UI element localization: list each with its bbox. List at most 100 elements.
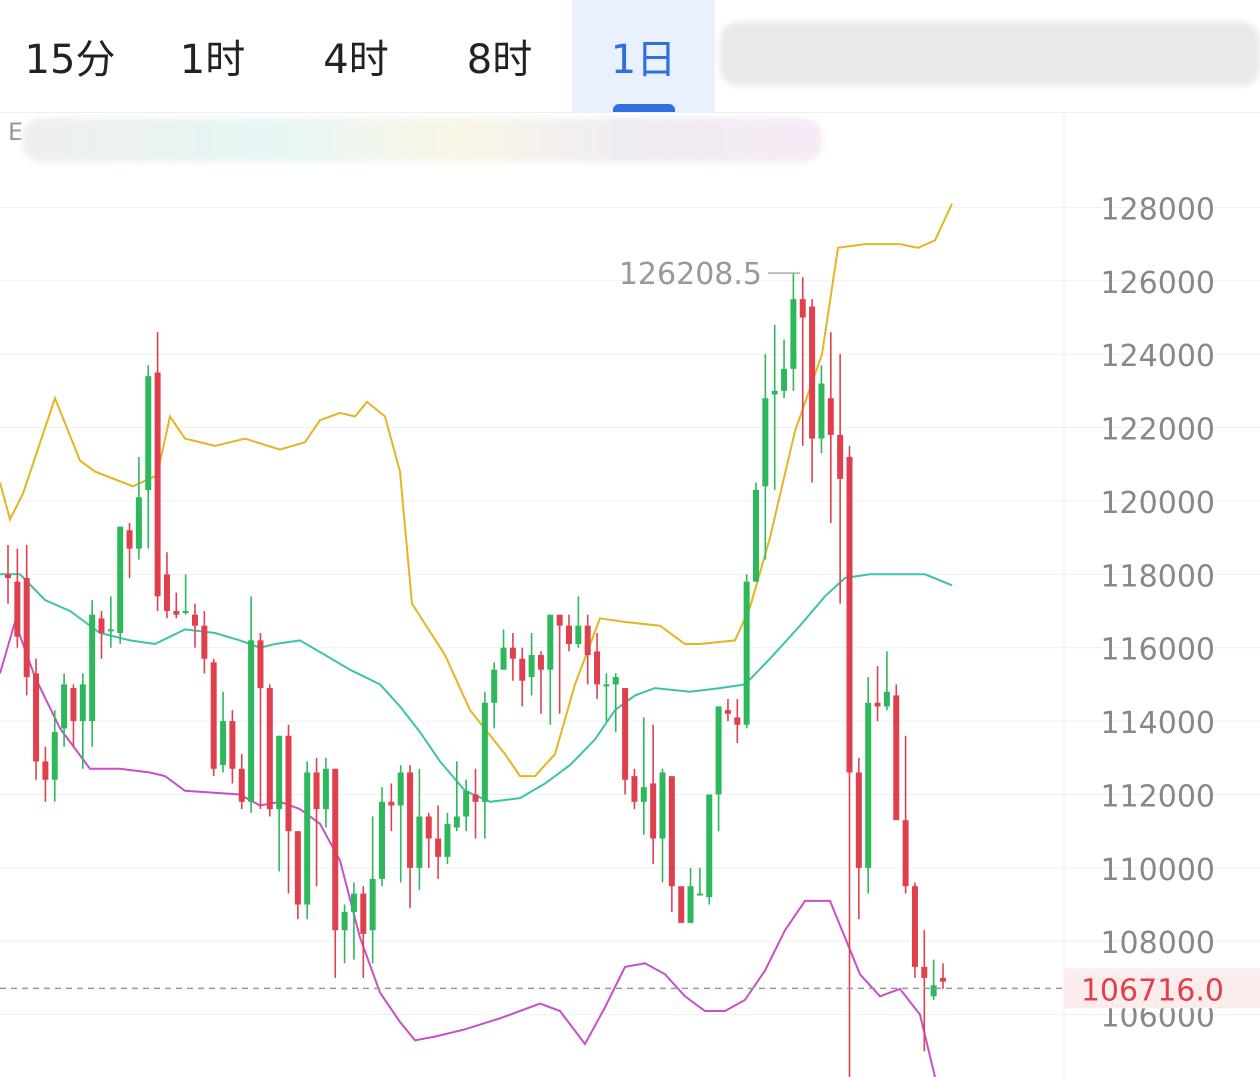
candle-body — [266, 688, 273, 810]
tab-1d[interactable]: 1日 — [572, 0, 715, 112]
tab-1h-label: 1时 — [179, 37, 246, 83]
candle-body — [631, 776, 638, 802]
tabs-divider — [0, 112, 1260, 113]
candle-body — [257, 640, 264, 689]
candle-body — [706, 794, 713, 898]
candle-body — [285, 735, 292, 832]
candle-body — [350, 893, 357, 912]
candle-body — [790, 299, 797, 369]
candle-body — [696, 893, 703, 896]
candle-body — [397, 772, 404, 806]
candle-body — [940, 977, 946, 982]
tab-15m-label: 15分 — [24, 37, 116, 83]
candle-body — [463, 790, 470, 817]
candle-body — [640, 787, 647, 802]
candle-body — [332, 768, 339, 931]
candle-body — [687, 886, 694, 923]
y-tick-label: 126000 — [1100, 266, 1215, 301]
y-tick-label: 122000 — [1100, 413, 1215, 448]
y-tick-label: 112000 — [1100, 779, 1215, 814]
candle-body — [14, 581, 21, 637]
tab-8h[interactable]: 8时 — [427, 0, 572, 112]
boll-middle-line — [0, 573, 953, 803]
candle-body — [921, 966, 928, 978]
tab-15m[interactable]: 15分 — [0, 0, 140, 112]
candle-body — [472, 794, 479, 802]
candle-body — [556, 614, 563, 626]
candle-body — [163, 574, 170, 612]
candle-body — [294, 831, 301, 905]
candle-body — [846, 456, 853, 773]
boll-upper-line — [0, 203, 953, 778]
candle-body — [70, 688, 77, 722]
tab-4h-label: 4时 — [323, 37, 389, 83]
blurred-legend-values — [22, 118, 822, 162]
candle-body — [715, 706, 722, 795]
candle-body — [182, 611, 189, 614]
candle-body — [491, 669, 498, 703]
candle-body — [678, 886, 685, 923]
candle-body — [154, 372, 161, 597]
candle-body — [135, 497, 142, 549]
candle-body — [481, 702, 488, 802]
candle-body — [425, 816, 432, 839]
candle-body — [566, 625, 572, 645]
tab-1h[interactable]: 1时 — [140, 0, 285, 112]
y-tick-label: 124000 — [1100, 339, 1215, 374]
candle-body — [107, 629, 114, 632]
y-tick-label: 108000 — [1100, 926, 1215, 961]
candle-body — [444, 823, 451, 857]
candle-body — [51, 732, 58, 780]
indicator-legend: E — [8, 118, 23, 146]
candle-body — [360, 893, 367, 934]
y-tick-label: 118000 — [1100, 559, 1215, 594]
candle-body — [117, 526, 124, 634]
candle-body — [304, 772, 311, 905]
candle-body — [874, 702, 881, 707]
y-tick-label: 120000 — [1100, 486, 1215, 521]
candles — [5, 273, 946, 1077]
candle-body — [126, 530, 133, 549]
candle-body — [192, 614, 198, 626]
candle-body — [603, 684, 610, 687]
candle-body — [201, 625, 208, 659]
candle-body — [519, 658, 526, 681]
candle-body — [61, 684, 68, 729]
candle-body — [622, 688, 629, 780]
candle-body — [781, 368, 788, 391]
candle-body — [575, 625, 582, 645]
candle-body — [594, 651, 601, 685]
candle-body — [509, 647, 516, 659]
price-axis: 128000 126000 124000 122000 120000 118000 1160… — [1100, 192, 1215, 1034]
candle-body — [537, 655, 544, 670]
candle-body — [930, 985, 937, 997]
timeframe-tabs: 15分 1时 4时 8时 1日 — [0, 0, 1260, 112]
candle-body — [79, 684, 86, 722]
candle-body — [528, 655, 535, 678]
candle-body — [809, 306, 816, 439]
candle-body — [650, 783, 657, 839]
candle-body — [668, 776, 675, 887]
candle-body — [911, 886, 918, 967]
candle-body — [547, 614, 554, 670]
boll-lower-line — [0, 618, 936, 1077]
candle-body — [388, 801, 395, 806]
blurred-tab-area — [720, 22, 1260, 86]
y-tick-label: 116000 — [1100, 633, 1215, 668]
candle-body — [173, 611, 180, 615]
candle-body — [762, 398, 769, 487]
candle-body — [238, 768, 245, 802]
tab-4h[interactable]: 4时 — [285, 0, 427, 112]
candle-body — [818, 383, 825, 439]
candle-body — [89, 614, 96, 722]
candle-body — [98, 618, 105, 634]
candle-body — [893, 695, 900, 821]
current-price-label: 106716.0 — [1081, 973, 1224, 1008]
candle-body — [612, 677, 619, 685]
candle-body — [743, 581, 750, 725]
legend-prefix: E — [8, 118, 24, 146]
candle-body — [322, 768, 329, 810]
candle-body — [379, 801, 385, 879]
y-tick-label: 110000 — [1100, 853, 1215, 888]
